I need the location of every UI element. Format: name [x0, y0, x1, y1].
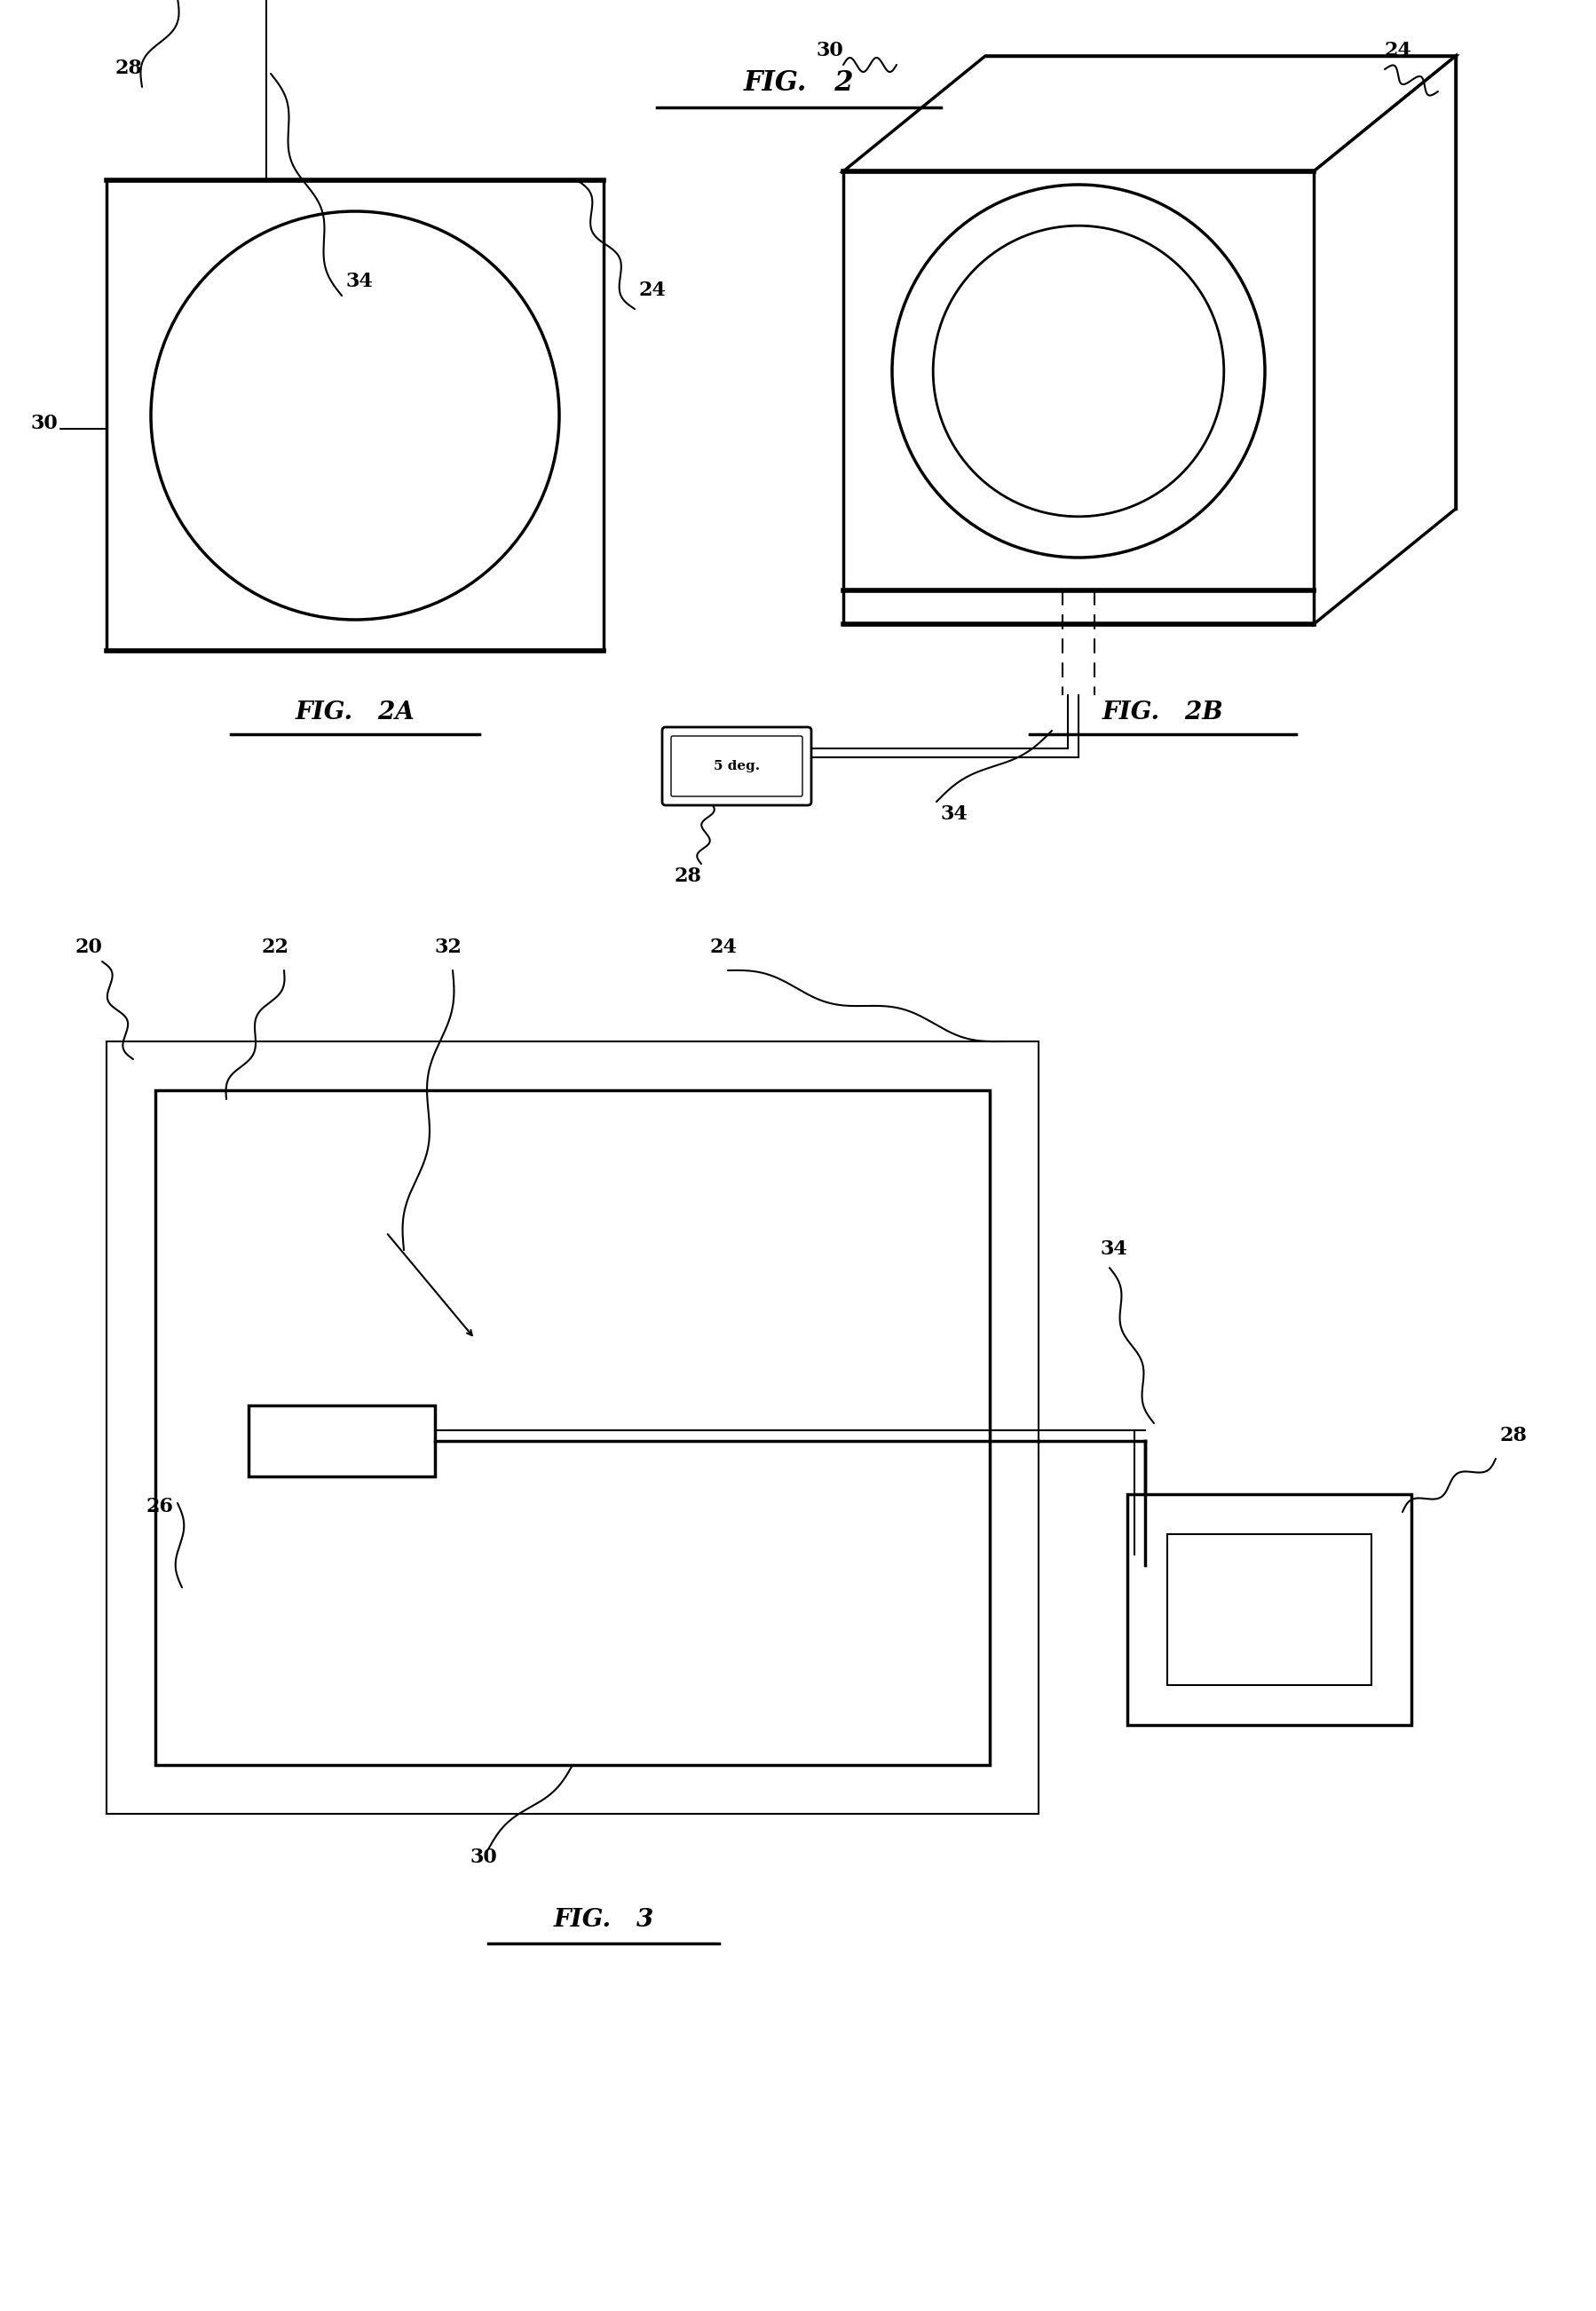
Text: FIG.   2B: FIG. 2B: [1101, 700, 1223, 726]
Text: 20: 20: [75, 938, 102, 957]
Text: 28: 28: [1499, 1426, 1527, 1444]
Text: 28: 28: [674, 867, 702, 885]
FancyBboxPatch shape: [662, 728, 811, 804]
Bar: [107, 180, 603, 652]
Text: FIG.   3: FIG. 3: [554, 1909, 653, 1932]
Text: 30: 30: [30, 414, 57, 432]
Text: 5 deg.: 5 deg.: [713, 760, 760, 772]
Bar: [107, 1042, 1037, 1814]
Text: FIG.   2: FIG. 2: [744, 69, 854, 97]
Text: 34: 34: [940, 804, 967, 825]
Text: 30: 30: [471, 1846, 498, 1867]
Bar: [1167, 1535, 1371, 1685]
Bar: [843, 171, 1314, 624]
Bar: [1127, 1495, 1411, 1724]
FancyBboxPatch shape: [670, 735, 803, 797]
Text: 32: 32: [434, 938, 463, 957]
Text: 34: 34: [1100, 1239, 1127, 1259]
Text: FIG.   2A: FIG. 2A: [295, 700, 415, 726]
Text: 22: 22: [262, 938, 289, 957]
Text: 28: 28: [115, 58, 142, 79]
Text: 24: 24: [638, 280, 666, 300]
Polygon shape: [1314, 55, 1456, 624]
Bar: [249, 1405, 434, 1477]
Text: 34: 34: [346, 273, 373, 291]
Text: 30: 30: [816, 42, 843, 60]
Polygon shape: [843, 55, 1456, 171]
Text: 24: 24: [1384, 42, 1411, 60]
Text: 26: 26: [147, 1498, 174, 1516]
Text: 24: 24: [710, 938, 737, 957]
Bar: [155, 1091, 990, 1766]
